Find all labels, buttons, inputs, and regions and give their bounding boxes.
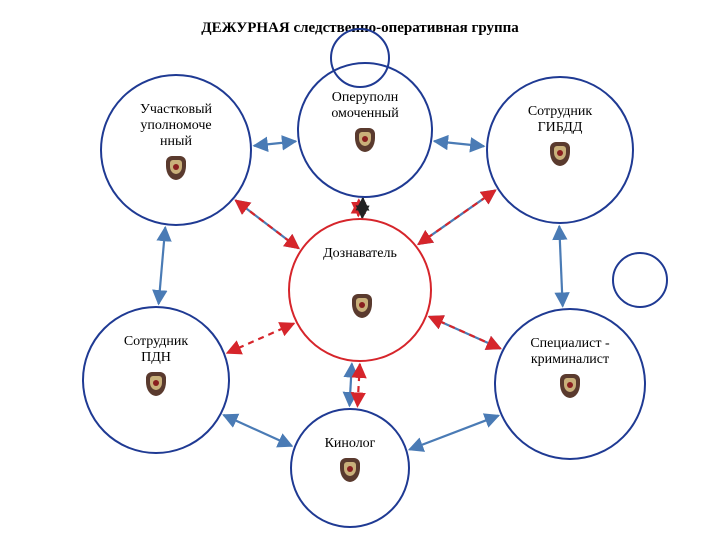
node-label: Кинолог — [319, 436, 382, 452]
badge-icon — [550, 142, 570, 166]
badge-icon — [355, 128, 375, 152]
node-label: Специалист - криминалист — [524, 336, 615, 368]
node-gibdd: Сотрудник ГИБДД — [486, 76, 634, 224]
node-label: Сотрудник ПДН — [118, 334, 194, 366]
aux-circle — [330, 28, 390, 88]
node-label: Оперуполн омоченный — [325, 90, 404, 122]
node-investigator: Дознаватель — [288, 218, 432, 362]
node-label: Участковый уполномоче нный — [134, 102, 218, 150]
badge-icon — [166, 156, 186, 180]
node-cynologist: Кинолог — [290, 408, 410, 528]
badge-icon — [340, 458, 360, 482]
badge-icon — [352, 294, 372, 318]
badge-icon — [146, 372, 166, 396]
node-local-officer: Участковый уполномоче нный — [100, 74, 252, 226]
node-label: Сотрудник ГИБДД — [522, 104, 598, 136]
node-criminalist: Специалист - криминалист — [494, 308, 646, 460]
aux-circle — [612, 252, 668, 308]
badge-icon — [560, 374, 580, 398]
diagram-stage: ДЕЖУРНАЯ следственно-оперативная группа … — [0, 0, 720, 540]
node-pdn: Сотрудник ПДН — [82, 306, 230, 454]
node-label: Дознаватель — [290, 246, 430, 262]
